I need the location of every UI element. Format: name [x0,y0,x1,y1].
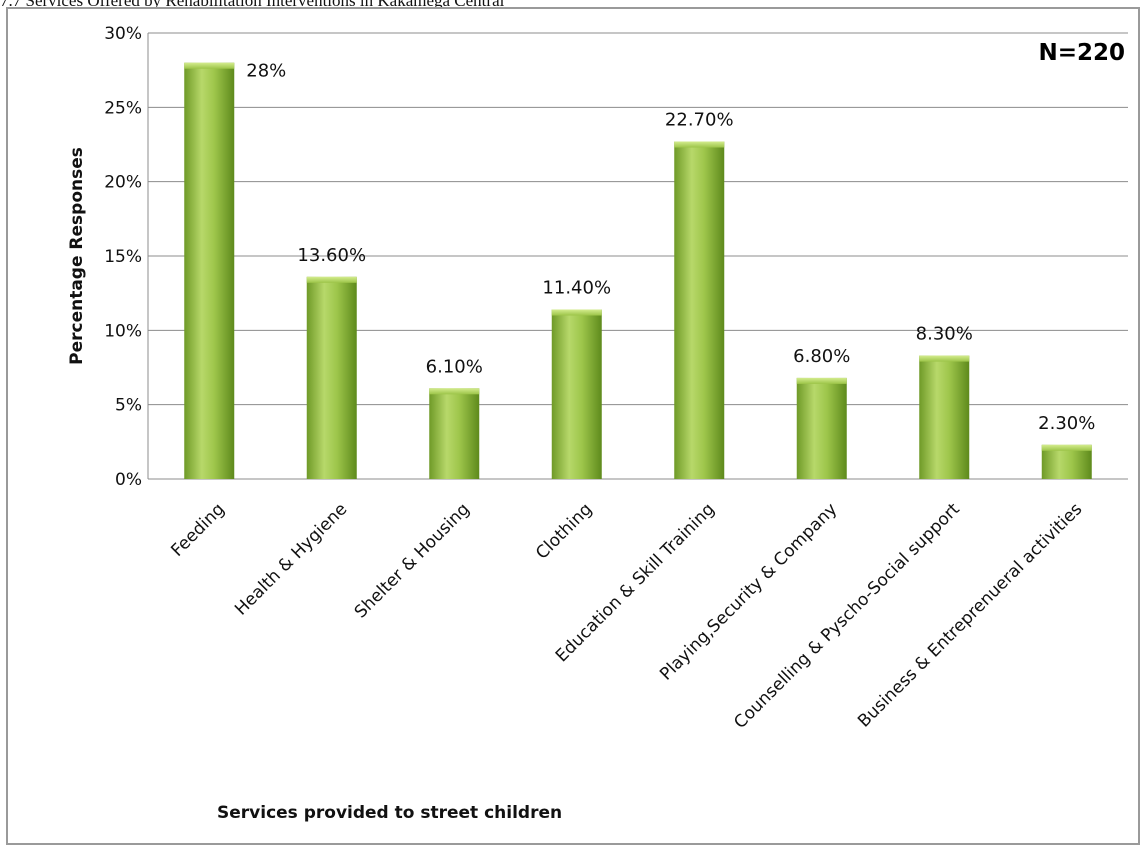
bar-cap [796,377,847,384]
category-label: Clothing [532,499,596,563]
category-label: Feeding [167,499,228,560]
data-label: 8.30% [916,324,973,345]
bar-cap [1041,444,1092,451]
bar [306,276,357,479]
y-tick-label: 10% [104,321,142,341]
x-axis-title: Services provided to street children [217,803,562,823]
y-tick-label: 5% [115,396,142,416]
y-tick-label: 20% [104,173,142,193]
bar [919,355,970,479]
bar-body [674,141,725,479]
data-label: 13.60% [297,245,366,266]
data-label: 22.70% [665,110,734,131]
bar-cap [306,276,357,283]
data-label: 2.30% [1038,413,1095,434]
bar-body [796,377,847,479]
bar-body [184,62,235,479]
bar-body [919,355,970,479]
category-label: Health & Hygiene [231,499,351,619]
category-label: Shelter & Housing [351,499,474,622]
chart-caption: 7.7 Services Offered by Rehabilitation I… [0,0,505,10]
data-label: 6.80% [793,346,850,367]
y-axis-ticks: 0% 5% 10% 15% 20% 25% 30% [104,24,142,490]
y-axis-title: Percentage Responses [67,147,87,365]
category-label: Counselling & Pyscho-Social support [730,499,964,733]
bar-body [306,276,357,479]
bar-cap [429,388,480,395]
y-tick-label: 0% [115,470,142,490]
bar [1041,444,1092,479]
y-tick-label: 15% [104,247,142,267]
bar-cap [184,62,235,69]
category-labels: Feeding Health & Hygiene Shelter & Housing… [167,499,1086,733]
y-tick-label: 30% [104,24,142,44]
data-label: 28% [246,61,286,82]
bar [674,141,725,479]
bar-body [551,309,602,479]
sample-size-annotation: N=220 [1038,40,1125,66]
bar [184,62,235,479]
bars [184,62,1092,479]
bar [429,388,480,479]
bar [551,309,602,479]
y-tick-label: 25% [104,98,142,118]
bar-cap [674,141,725,148]
data-label: 11.40% [542,278,611,299]
data-label: 6.10% [426,356,483,377]
bar-cap [919,355,970,362]
bar-cap [551,309,602,316]
bar [796,377,847,479]
bar-body [429,388,480,479]
data-labels: 28% 13.60% 6.10% 11.40% 22.70% 6.80% 8.30% 2.30… [246,61,1095,434]
gridlines [147,32,1128,480]
category-label: Business & Entreprenueral activities [854,499,1086,731]
